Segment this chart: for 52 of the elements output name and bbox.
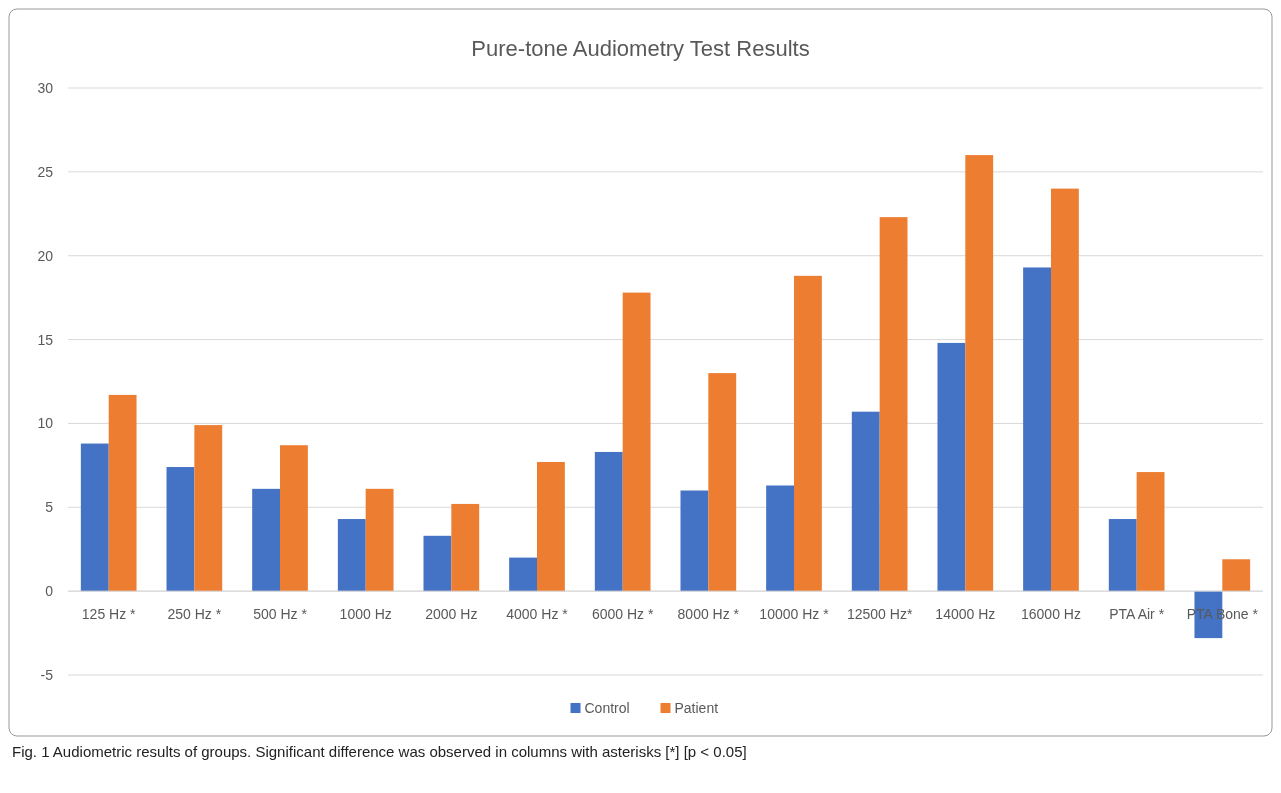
x-tick-label: 10000 Hz *	[759, 606, 830, 623]
bar	[451, 503, 480, 592]
caption: Fig. 1 Audiometric results of groups. Significant difference was observed in columns with asterisks [*] [p < 0.05]	[12, 743, 747, 760]
bar	[1136, 472, 1165, 592]
bar	[1108, 519, 1137, 592]
bar	[937, 342, 966, 592]
x-tick-label: 8000 Hz *	[677, 606, 740, 623]
bar	[280, 445, 308, 592]
bar	[166, 467, 195, 592]
y-tick-label: 15	[37, 331, 54, 348]
bar	[1222, 559, 1251, 592]
bar	[1023, 267, 1051, 592]
bar	[594, 451, 623, 592]
bar	[365, 488, 394, 592]
x-tick-label: 12500 Hz*	[846, 606, 913, 623]
bar	[509, 557, 538, 592]
x-tick-label: 250 Hz *	[167, 606, 222, 623]
bar	[537, 462, 565, 592]
bar	[622, 292, 651, 592]
bar	[680, 490, 709, 592]
x-tick-label: 6000 Hz *	[591, 606, 654, 623]
x-tick-label: 4000 Hz *	[506, 606, 569, 623]
bar	[794, 275, 822, 592]
bar	[337, 519, 366, 592]
x-tick-label: 14000 Hz	[935, 606, 996, 623]
bar	[708, 373, 737, 592]
legend-label: Patient	[674, 700, 719, 716]
bar	[766, 485, 794, 592]
y-tick-label: 20	[37, 247, 54, 264]
y-tick-label: 30	[37, 80, 54, 96]
legend-label: Control	[584, 700, 630, 716]
y-tick-label: 5	[45, 499, 54, 516]
bar	[252, 488, 281, 592]
bar	[194, 425, 223, 592]
bar	[80, 443, 109, 592]
x-tick-label: 16000 Hz	[1021, 606, 1081, 623]
bar	[108, 394, 137, 592]
x-tick-label: 125 Hz *	[81, 606, 137, 623]
bar	[965, 155, 994, 592]
y-tick-label: 10	[37, 415, 54, 432]
y-tick-label: 25	[37, 163, 54, 180]
bar	[1050, 188, 1079, 592]
y-tick-label: 0	[45, 583, 54, 600]
bar	[851, 411, 880, 592]
x-tick-label: 2000 Hz	[425, 606, 478, 623]
y-tick-label: -5	[40, 667, 54, 683]
bar	[423, 535, 452, 592]
x-tick-label: 500 Hz *	[253, 606, 308, 623]
x-tick-label: 1000 Hz	[339, 606, 392, 623]
bar	[879, 217, 908, 592]
chart-title: Pure-tone Audiometry Test Results	[471, 36, 810, 61]
x-tick-label: PTA Air *	[1109, 606, 1165, 623]
